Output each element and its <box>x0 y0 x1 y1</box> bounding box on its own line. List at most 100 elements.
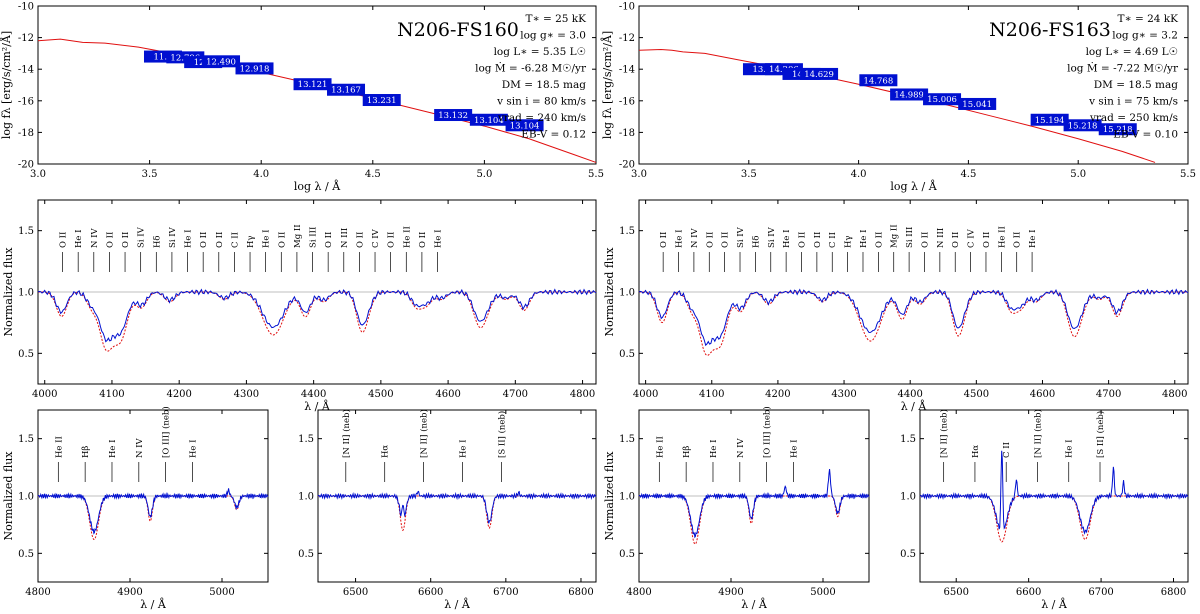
x-tick-label: 6600 <box>418 587 443 598</box>
star-name: N206-FS163 <box>989 19 1111 41</box>
line-id-label: Hδ <box>152 235 162 248</box>
x-axis-label: λ / Å <box>901 399 928 413</box>
y-tick-label: 0.5 <box>18 349 34 360</box>
line-id-label: He I <box>789 439 799 458</box>
line-id-label: Mg II <box>890 224 900 248</box>
x-tick-label: 5000 <box>810 587 835 598</box>
line-id-label: Si IV <box>168 226 178 248</box>
photometry-label: 13.132 <box>438 111 468 121</box>
x-tick-label: 4700 <box>1096 389 1121 400</box>
line-id-label: Hβ <box>682 446 692 458</box>
line-id-label: [N II] (neb) <box>1032 409 1043 458</box>
y-tick-label: -10 <box>619 2 635 13</box>
model-spectrum <box>318 495 596 532</box>
x-tick-label: 6700 <box>1088 587 1113 598</box>
line-id-label: N III <box>936 228 946 248</box>
y-tick-label: 1.5 <box>18 226 34 237</box>
x-axis-label: log λ / Å <box>890 179 937 193</box>
photometry-marker <box>923 93 962 106</box>
line-id-label: O II <box>277 232 287 248</box>
photometry-label: 13.9 <box>753 65 772 75</box>
photometry-label: 13.121 <box>298 80 328 90</box>
panel-sed_right: 3.0 3.5 4.0 4.5 5.0 5.5 -10 -12 -14 -16 -18 -20 log … <box>600 2 1196 194</box>
x-axis-label: λ / Å <box>444 597 471 611</box>
photometry-label: 15.218 <box>1103 125 1133 135</box>
y-tick-label: -18 <box>18 128 34 139</box>
y-axis-label: Normalized flux <box>2 451 15 541</box>
panel-sed_left: 3.0 3.5 4.0 4.5 5.0 5.5 -10 -12 -14 -16 -18 -20 log … <box>0 2 604 194</box>
plot-frame <box>37 5 597 165</box>
photometry-label: 12.918 <box>240 64 270 74</box>
x-tick-label: 4000 <box>32 389 57 400</box>
line-id-label: O II <box>659 232 669 248</box>
line-id-label: C IV <box>967 228 977 248</box>
x-tick-label: 4100 <box>699 389 724 400</box>
photometry-label: 15.194 <box>1035 116 1065 126</box>
x-tick-label: 4900 <box>718 587 743 598</box>
stellar-parameter: log g∗ = 3.2 <box>1112 30 1178 42</box>
line-id-label: N IV <box>690 228 700 248</box>
panel-ha_left: 6500 6600 6700 6800 0.5 1.0 1.5 λ / Å [N II] (ne… <box>298 409 597 611</box>
observed-spectrum <box>919 450 1189 535</box>
photometry-marker <box>293 78 332 91</box>
x-tick-label: 4800 <box>570 389 595 400</box>
line-id-label: O II <box>324 232 334 248</box>
model-spectrum <box>920 495 1188 543</box>
y-tick-label: 1.0 <box>298 492 314 503</box>
photometry-label: 14.989 <box>894 90 924 100</box>
line-id-label: N IV <box>90 228 100 248</box>
line-id-label: Si IV <box>767 226 777 248</box>
line-id-label: Si IV <box>736 226 746 248</box>
line-id-label: [N II] (neb) <box>939 409 950 458</box>
line-id-label: He I <box>184 229 194 248</box>
observed-spectrum <box>37 488 269 535</box>
panel-ha_right: 6500 6600 6700 6800 0.5 1.0 1.5 λ / Å [N II] (ne… <box>900 409 1189 611</box>
photometry-marker <box>1063 119 1102 132</box>
line-id-label: Hα <box>971 445 981 458</box>
x-tick-label: 4300 <box>831 389 856 400</box>
x-tick-label: 4300 <box>234 389 259 400</box>
photometry-marker <box>890 88 929 101</box>
line-id-label: N IV <box>736 438 746 458</box>
y-tick-label: -16 <box>619 96 635 107</box>
line-id-label: O II <box>874 232 884 248</box>
x-tick-label: 6500 <box>343 587 368 598</box>
line-id-label: O II <box>951 232 961 248</box>
photometry-label: 13.167 <box>331 86 361 96</box>
line-id-label: O II <box>920 232 930 248</box>
photometry-marker <box>469 113 508 126</box>
x-tick-label: 4800 <box>1162 389 1187 400</box>
line-id-label: He I <box>1028 229 1038 248</box>
line-id-label: He II <box>655 436 665 458</box>
stellar-parameter: EB-V = 0.10 <box>1113 129 1178 141</box>
line-id-label: He I <box>859 229 869 248</box>
photometry-label: 13.231 <box>367 96 397 106</box>
photometry-marker <box>800 67 839 80</box>
photometry-marker <box>1030 113 1069 126</box>
y-tick-label: -14 <box>18 65 34 76</box>
line-id-label: Si III <box>309 227 319 248</box>
line-id-label: He I <box>108 439 118 458</box>
y-tick-label: 0.5 <box>298 549 314 560</box>
photometry-marker <box>1098 123 1137 136</box>
photometry-marker <box>958 97 997 110</box>
line-id-label: O II <box>721 232 731 248</box>
x-tick-label: 6800 <box>568 587 593 598</box>
y-axis-label: Normalized flux <box>603 451 616 541</box>
photometry-label: 11.1 <box>154 53 173 63</box>
y-axis-label: Normalized flux <box>2 247 15 337</box>
model-spectrum <box>37 291 596 352</box>
x-tick-label: 3.5 <box>741 169 757 180</box>
x-tick-label: 3.5 <box>142 169 158 180</box>
photometry-marker <box>505 119 544 132</box>
photometry-label: 14.629 <box>804 70 834 80</box>
stellar-parameter: v sin i = 80 km/s <box>496 96 586 108</box>
stellar-parameter: DM = 18.5 mag <box>1094 79 1179 91</box>
photometry-label: 14.768 <box>863 76 893 86</box>
x-tick-label: 4800 <box>25 587 50 598</box>
line-id-label: O II <box>798 232 808 248</box>
photometry-marker <box>742 63 781 76</box>
line-id-label: Hγ <box>246 236 256 249</box>
line-id-label: He II <box>997 226 1007 248</box>
